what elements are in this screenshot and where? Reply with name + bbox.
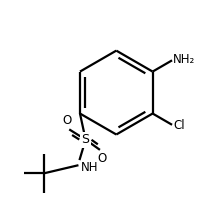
Text: Cl: Cl: [173, 119, 185, 132]
Text: O: O: [97, 152, 107, 165]
Text: S: S: [82, 133, 90, 146]
Text: NH₂: NH₂: [173, 54, 195, 67]
Text: O: O: [63, 114, 72, 127]
Text: NH: NH: [81, 161, 99, 174]
